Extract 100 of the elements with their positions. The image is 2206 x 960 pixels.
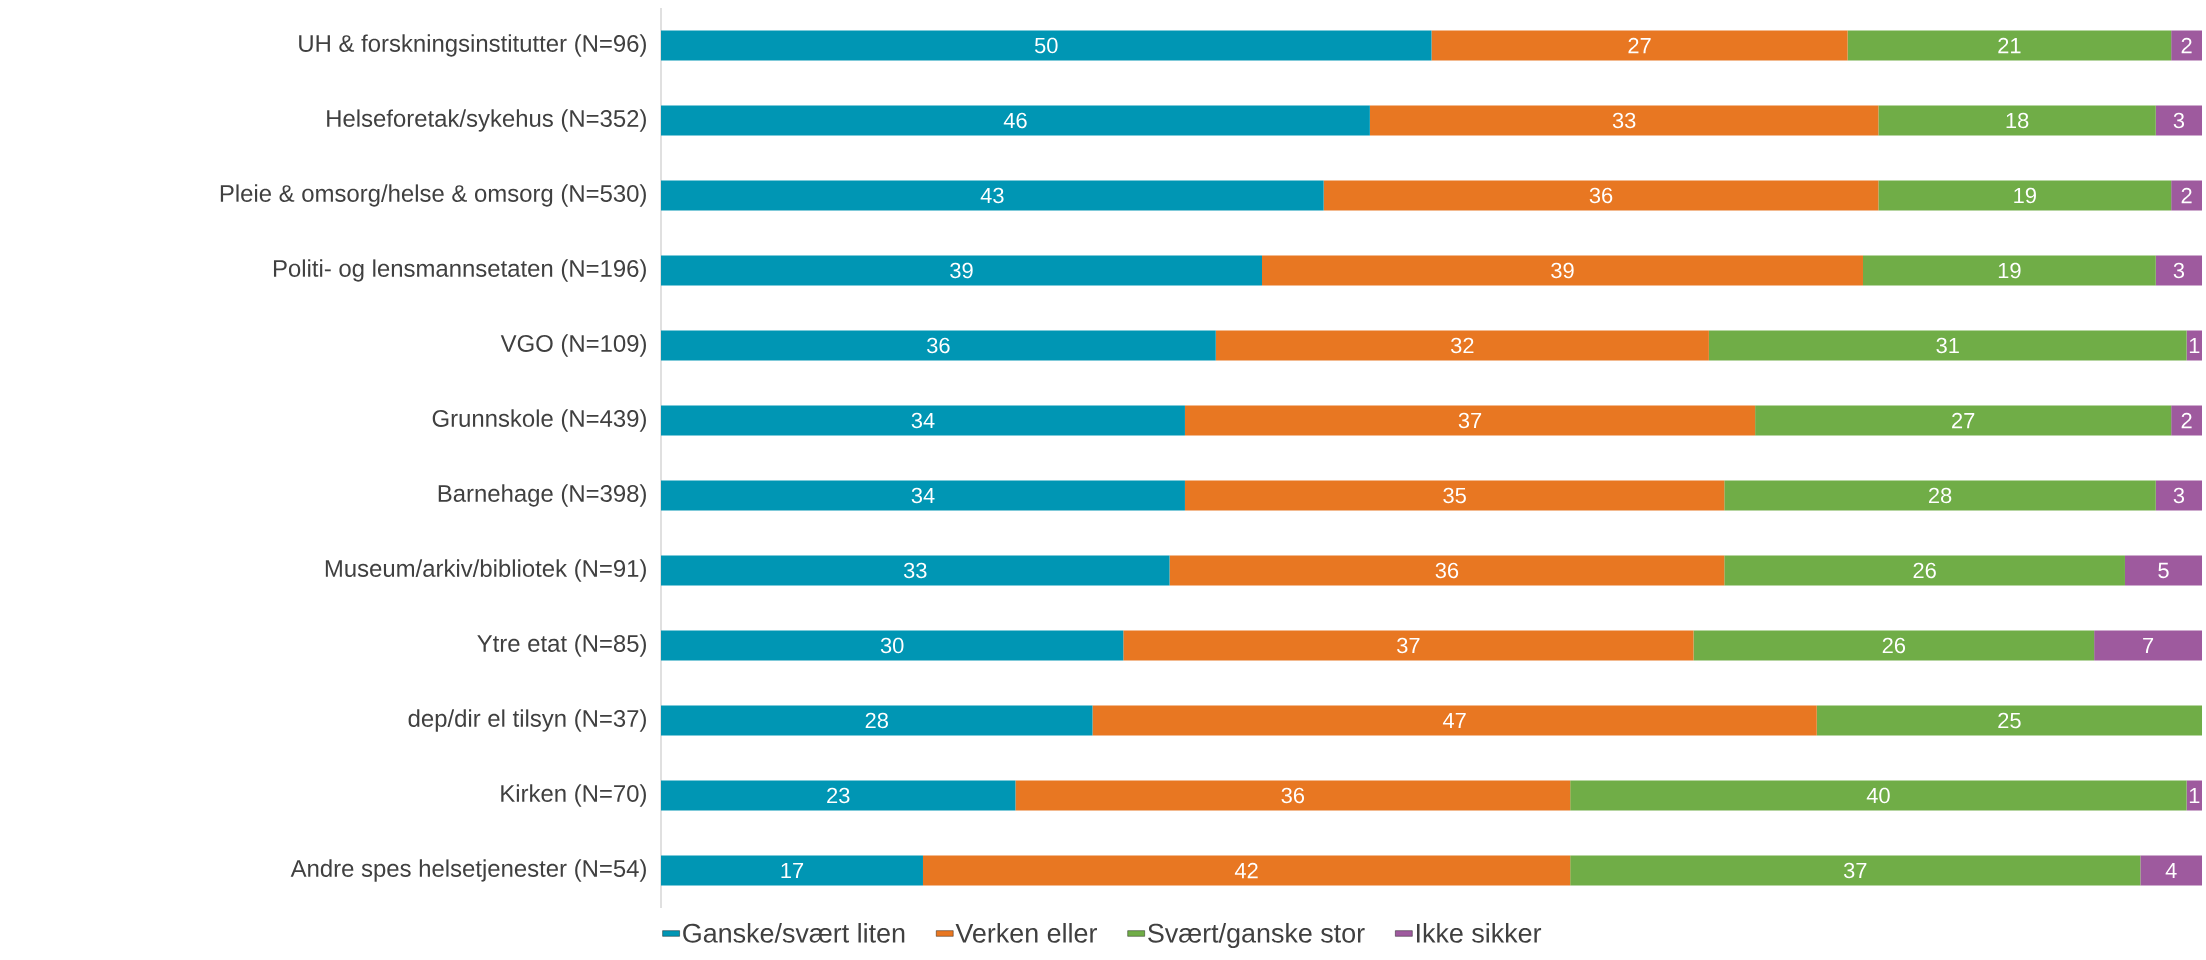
bar	[1724, 555, 2125, 586]
bar	[1724, 480, 2156, 511]
data-label: 7	[2143, 637, 2154, 654]
data-label: 43	[980, 187, 1004, 204]
data-label: 39	[950, 262, 973, 279]
data-label: 36	[1589, 187, 1613, 204]
data-label: 5	[2158, 562, 2169, 579]
bar	[1570, 780, 2187, 811]
data-label: 23	[827, 787, 850, 804]
bar	[661, 855, 923, 886]
y-tick-label: Andre spes helsetjenester (N=54)	[290, 859, 646, 882]
bar	[661, 405, 1185, 436]
bar	[661, 480, 1185, 511]
bar	[2094, 630, 2203, 661]
bar	[1862, 255, 2156, 286]
y-tick-label: Museum/arkiv/bibliotek (N=91)	[325, 559, 646, 582]
y-tick-label: Pleie & omsorg/helse & omsorg (N=530)	[220, 184, 646, 207]
data-label: 36	[1435, 562, 1459, 579]
bar	[661, 105, 1370, 136]
data-label: 2	[2181, 412, 2192, 429]
data-label: 19	[2014, 187, 2036, 204]
bar	[1323, 180, 1879, 211]
data-label: 1	[2189, 337, 2200, 354]
data-label: 26	[1913, 562, 1936, 579]
data-label: 42	[1234, 862, 1258, 879]
data-label: 35	[1443, 487, 1466, 504]
data-label: 1	[2189, 787, 2200, 804]
data-label: 25	[1998, 712, 2021, 729]
bar	[1693, 630, 2095, 661]
data-label: 34	[911, 412, 935, 429]
bar	[1184, 480, 1725, 511]
bar	[2155, 255, 2203, 286]
data-label: 26	[1882, 637, 1906, 654]
data-label: 47	[1442, 712, 1466, 729]
data-label: 39	[1551, 262, 1574, 279]
y-tick-label: UH & forskningsinstitutter (N=96)	[299, 34, 646, 57]
bar	[1847, 30, 2172, 61]
data-label: 28	[865, 712, 888, 729]
data-label: 3	[2173, 262, 2185, 279]
y-tick-label: Ytre etat (N=85)	[477, 634, 646, 657]
data-label: 32	[1450, 337, 1474, 354]
data-label: 33	[1612, 112, 1636, 129]
y-tick-label: VGO (N=109)	[500, 334, 646, 357]
bar	[661, 630, 1124, 661]
bar	[1755, 405, 2172, 436]
bar	[1215, 330, 1709, 361]
bar	[1184, 405, 1756, 436]
data-label: 2	[2181, 37, 2192, 54]
data-label: 40	[1866, 787, 1890, 804]
bar	[1092, 705, 1817, 736]
data-label: 27	[1952, 412, 1975, 429]
data-label: 34	[911, 487, 935, 504]
data-label: 3	[2173, 487, 2185, 504]
y-tick-label: Kirken (N=70)	[501, 784, 646, 807]
legend-label: Ikke sikker	[1417, 922, 1542, 943]
y-tick-label: dep/dir el tilsyn (N=37)	[408, 709, 646, 732]
data-label: 28	[1928, 487, 1952, 504]
data-label: 33	[903, 562, 927, 579]
data-label: 30	[880, 637, 904, 654]
bar	[661, 255, 1262, 286]
bar	[1169, 555, 1725, 586]
data-label: 36	[1281, 787, 1305, 804]
bar	[661, 705, 1093, 736]
data-label: 4	[2165, 862, 2177, 879]
bar	[1431, 30, 1848, 61]
bar	[1816, 705, 2203, 736]
data-label: 3	[2173, 112, 2185, 129]
data-label: 36	[927, 337, 950, 354]
data-label: 31	[1936, 337, 1959, 354]
y-tick-label: Helseforetak/sykehus (N=352)	[327, 109, 646, 132]
bar	[1570, 855, 2141, 886]
data-label: 37	[1458, 412, 1482, 429]
data-label: 19	[1998, 262, 2021, 279]
bar	[1369, 105, 1879, 136]
data-label: 50	[1034, 37, 1058, 54]
data-label: 17	[781, 862, 804, 879]
data-label: 37	[1843, 862, 1867, 879]
bar	[2140, 855, 2203, 886]
bar	[1262, 255, 1863, 286]
bar	[1878, 180, 2172, 211]
bar	[1015, 780, 1571, 811]
y-tick-label: Politi- og lensmannsetaten (N=196)	[273, 259, 646, 282]
bar	[661, 780, 1016, 811]
bar	[1123, 630, 1694, 661]
bar	[2155, 105, 2203, 136]
bar	[1708, 330, 2187, 361]
data-label: 18	[2006, 112, 2029, 129]
y-tick-label: Barnehage (N=398)	[438, 484, 646, 507]
bar	[2171, 180, 2203, 211]
bar	[922, 855, 1571, 886]
data-label: 2	[2181, 187, 2192, 204]
bar	[661, 180, 1324, 211]
bar	[2124, 555, 2203, 586]
y-tick-label: Grunnskole (N=439)	[432, 409, 646, 432]
bar	[661, 30, 1432, 61]
data-label: 46	[1003, 112, 1027, 129]
bar	[2171, 405, 2203, 436]
legend-label: Ganske/svært liten	[683, 922, 905, 943]
legend-label: Svært/ganske stor	[1148, 922, 1365, 949]
bar	[1878, 105, 2156, 136]
